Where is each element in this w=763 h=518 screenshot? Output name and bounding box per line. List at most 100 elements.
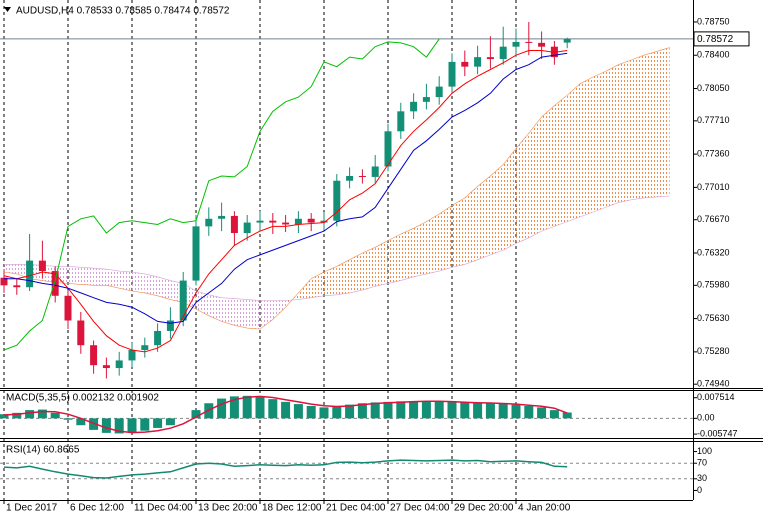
x-tick-label: 21 Dec 04:00 <box>326 503 386 514</box>
histogram-bar <box>12 412 22 419</box>
candle-body <box>346 175 354 181</box>
cloud-segment <box>349 252 363 293</box>
cloud-segment <box>580 77 593 217</box>
histogram-bar <box>434 401 444 419</box>
cloud-segment <box>413 221 427 277</box>
panel-title: MACD(5,35,5) 0.002132 0.001902 <box>6 393 159 404</box>
cloud-segment <box>4 264 17 274</box>
cloud-segment <box>464 186 478 265</box>
y-tick-label: 0.74940 <box>697 379 730 389</box>
candle-body <box>256 220 264 223</box>
signal-line <box>3 395 568 434</box>
y-tick-label: 0.77010 <box>697 182 730 192</box>
y-tick-label: 30 <box>697 473 707 483</box>
cloud-segment <box>439 205 452 272</box>
cloud-segment <box>106 269 120 289</box>
candle-body <box>282 222 290 225</box>
y-tick-label: 0.77360 <box>697 148 730 158</box>
y-tick-label: 0.78400 <box>697 50 730 60</box>
candle-body <box>448 61 456 87</box>
cloud-span-b <box>4 195 670 301</box>
indicator-line <box>3 50 568 353</box>
collapse-icon <box>4 7 11 12</box>
cloud-segment <box>93 268 107 286</box>
histogram-bar <box>562 412 572 419</box>
candle-body <box>538 42 546 47</box>
histogram-bar <box>370 402 380 419</box>
cloud-segment <box>528 117 542 238</box>
cloud-segment <box>592 71 606 213</box>
x-tick-label: 1 Dec 2017 <box>6 503 58 514</box>
histogram-bar <box>421 401 431 419</box>
cloud-segment <box>311 272 324 298</box>
candle-body <box>51 271 59 296</box>
cloud-segment <box>541 105 555 232</box>
x-tick-label: 27 Dec 04:00 <box>390 503 450 514</box>
y-tick-label: 0.007514 <box>697 392 735 402</box>
cloud-segment <box>208 294 222 322</box>
cloud-segment <box>298 278 312 300</box>
histogram-bar <box>127 418 137 433</box>
histogram-bar <box>242 395 252 419</box>
indicator-line <box>4 52 568 324</box>
histogram-bar <box>191 410 201 419</box>
histogram-bar <box>460 402 470 419</box>
histogram-bar <box>498 403 508 419</box>
candle-body <box>563 38 571 43</box>
y-tick-label: 0.76670 <box>697 214 730 224</box>
histogram-bar <box>537 407 547 419</box>
cloud-segment <box>426 214 440 274</box>
histogram-bar <box>37 409 47 419</box>
x-tick-label: 13 Dec 20:00 <box>198 503 258 514</box>
candle-body <box>512 41 520 47</box>
candle-body <box>166 320 174 331</box>
candle-body <box>192 226 200 281</box>
candle-body <box>461 61 469 67</box>
rsi-line <box>3 459 568 479</box>
candle-body <box>474 57 482 67</box>
candle-body <box>243 222 251 234</box>
y-tick-label: 0.77710 <box>697 115 730 125</box>
cloud-segment <box>605 64 619 208</box>
candle-body <box>154 330 162 346</box>
y-tick-label: 0.75980 <box>697 280 730 290</box>
cloud-segment <box>196 291 209 316</box>
histogram-bar <box>319 407 329 419</box>
histogram-bar <box>409 401 419 419</box>
histogram-bar <box>153 418 163 428</box>
histogram-bar <box>511 404 521 419</box>
candle-body <box>499 46 507 60</box>
histogram-bar <box>473 402 483 419</box>
y-tick-label: 0.75280 <box>697 346 730 356</box>
histogram-bar <box>50 412 60 419</box>
candle-body <box>486 57 494 60</box>
histogram-bar <box>140 418 150 431</box>
panel-title: AUDUSD,H4 0.78533 0.78585 0.78474 0.7857… <box>16 6 230 17</box>
cloud-segment <box>247 299 260 330</box>
panel-title: RSI(14) 60.8665 <box>6 445 80 456</box>
histogram-bar <box>447 401 457 419</box>
cloud-segment <box>388 233 401 284</box>
histogram-bar <box>281 401 291 419</box>
cloud-segment <box>400 228 414 281</box>
cloud-segment <box>503 148 516 251</box>
cloud-segment <box>68 266 81 285</box>
histogram-bar <box>255 396 265 419</box>
cloud-segment <box>362 247 376 291</box>
y-tick-label: 0.75630 <box>697 313 730 323</box>
x-tick-label: 11 Dec 04:00 <box>134 503 193 514</box>
histogram-bar <box>89 418 99 430</box>
x-tick-label: 4 Jan 20:00 <box>518 503 571 514</box>
cloud-segment <box>80 267 94 286</box>
cloud-segment <box>631 55 644 200</box>
cloud-segment <box>272 300 286 320</box>
cloud-segment <box>477 175 491 260</box>
y-tick-label: 0.76320 <box>697 247 730 257</box>
cloud-segment <box>144 273 158 296</box>
candle-body <box>26 260 34 288</box>
histogram-bar <box>25 410 35 419</box>
candle-body <box>333 180 341 221</box>
candle-body <box>230 215 238 234</box>
histogram-bar <box>306 405 316 419</box>
